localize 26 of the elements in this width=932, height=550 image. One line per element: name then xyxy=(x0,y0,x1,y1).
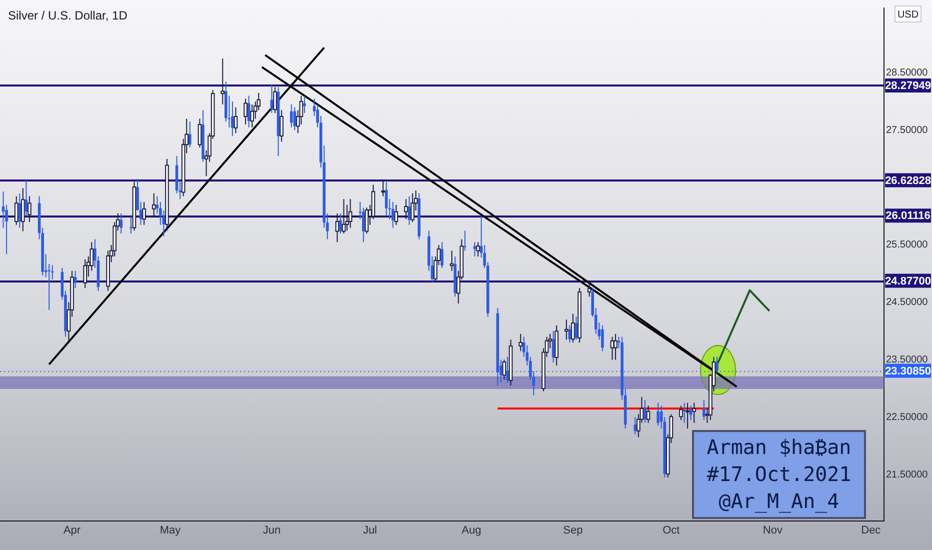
y-tick-label: 22.50000 xyxy=(886,412,928,423)
annotation: Arman $ha₿an xyxy=(706,434,852,461)
x-tick-label: Aug xyxy=(462,524,482,537)
ref-line-label: 28.27949 xyxy=(885,80,931,92)
y-tick-label: 24.50000 xyxy=(886,297,928,308)
x-tick-label: Apr xyxy=(63,524,81,537)
ref-line-label: 26.62828 xyxy=(885,174,931,187)
ref-line-label: 23.30850 xyxy=(885,365,931,378)
y-tick-label: 21.50000 xyxy=(886,469,928,480)
x-tick-label: Jul xyxy=(362,524,377,537)
y-tick-label: 28.50000 xyxy=(886,68,928,79)
chart-title: Silver / U.S. Dollar, 1D xyxy=(8,8,128,22)
y-tick-label: 27.50000 xyxy=(886,124,928,136)
ref-line-label: 24.87700 xyxy=(885,275,931,288)
x-tick-label: Nov xyxy=(762,524,783,537)
y-tick-label: 23.50000 xyxy=(886,354,928,366)
x-tick-label: Dec xyxy=(861,524,882,537)
x-tick-label: May xyxy=(160,524,182,537)
x-tick-label: Oct xyxy=(662,524,680,537)
annotation: @Ar_M_An_4 xyxy=(718,488,840,515)
y-tick-label: 25.50000 xyxy=(886,240,928,251)
ref-line-label: 26.01116 xyxy=(886,210,930,222)
x-tick-label: Jun xyxy=(262,524,281,537)
x-tick-label: Sep xyxy=(563,524,583,537)
annotation: #17.Oct.2021 xyxy=(706,461,852,488)
y-axis-title: USD xyxy=(897,9,919,20)
